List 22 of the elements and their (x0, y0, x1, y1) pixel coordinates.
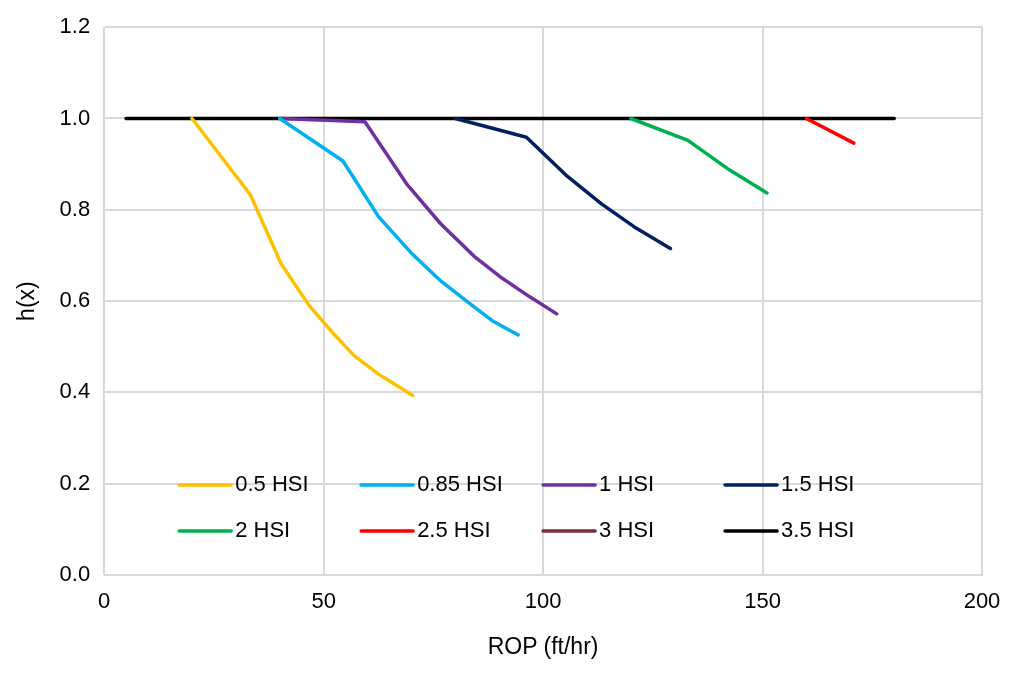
x-tick-label: 200 (963, 588, 1001, 614)
x-tick-label: 0 (98, 588, 111, 614)
y-tick-label: 0.4 (59, 378, 91, 404)
y-tick-label: 0.0 (59, 561, 91, 587)
y-tick-label: 0.2 (59, 469, 91, 495)
legend-label: 0.85 HSI (417, 471, 503, 497)
legend-label: 1 HSI (599, 471, 655, 497)
x-tick-label: 100 (524, 588, 562, 614)
y-tick-label: 1.0 (59, 104, 91, 130)
x-tick-label: 50 (311, 588, 336, 614)
y-tick-label: 0.8 (59, 195, 91, 221)
legend-label: 0.5 HSI (235, 471, 309, 497)
legend-label: 1.5 HSI (781, 471, 855, 497)
legend-label: 2 HSI (235, 517, 291, 543)
legend-label: 3 HSI (599, 517, 655, 543)
x-axis-title: ROP (ft/hr) (487, 632, 599, 659)
legend-label: 2.5 HSI (417, 517, 491, 543)
y-tick-label: 0.6 (59, 287, 91, 313)
y-axis-title: h(x) (13, 281, 40, 321)
x-tick-label: 150 (744, 588, 781, 614)
legend-label: 3.5 HSI (781, 517, 855, 543)
y-tick-label: 1.2 (59, 13, 91, 39)
